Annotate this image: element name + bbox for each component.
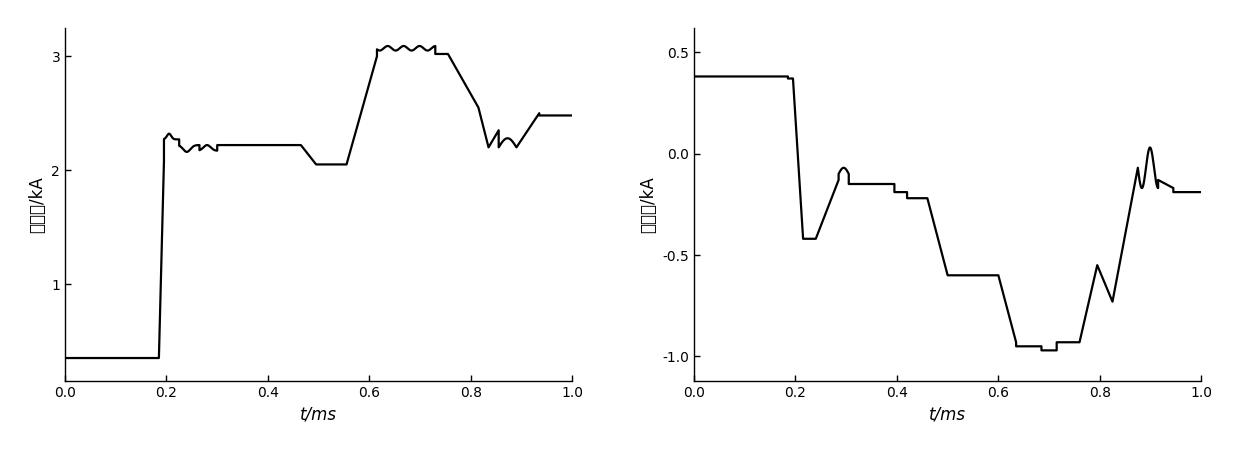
- Y-axis label: 相电流/kA: 相电流/kA: [639, 176, 657, 233]
- Y-axis label: 相电流/kA: 相电流/kA: [27, 176, 46, 233]
- X-axis label: t/ms: t/ms: [929, 405, 966, 423]
- X-axis label: t/ms: t/ms: [300, 405, 337, 423]
